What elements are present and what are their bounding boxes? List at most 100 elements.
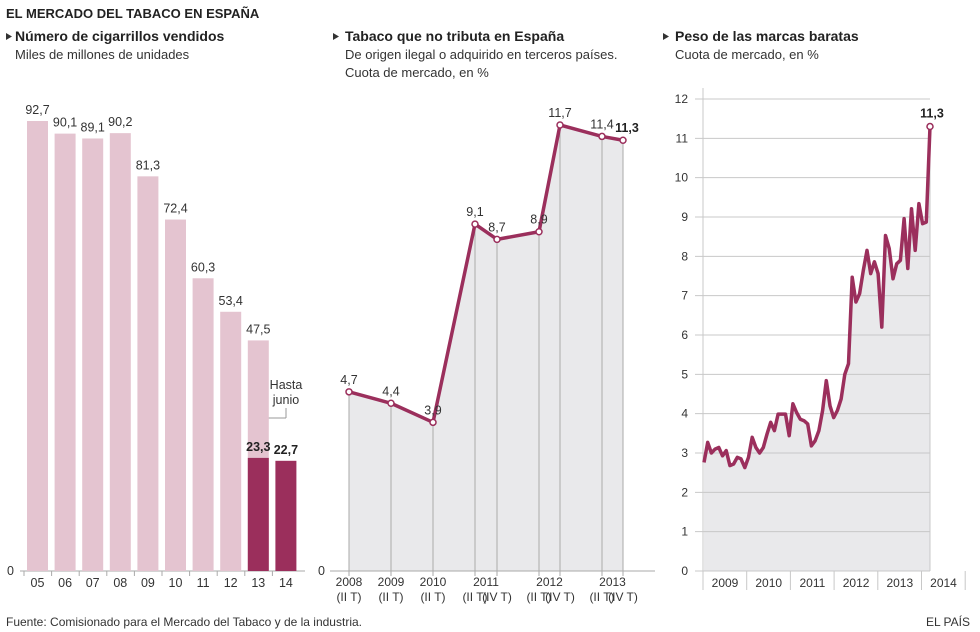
chart1-title: Número de cigarrillos vendidos [15,28,224,44]
y-tick-label: 9 [681,210,688,224]
quarter-label: (IV T) [545,590,575,604]
x-tick-label: 13 [251,576,265,590]
bar [82,138,104,572]
untaxed-tobacco-chart: Tabaco que no tributa en España De orige… [318,28,655,604]
year-label: 2010 [755,576,782,590]
point-label: 4,7 [340,373,357,387]
source-note: Fuente: Comisionado para el Mercado del … [6,615,362,629]
point-label: 11,3 [615,121,639,135]
partial-bar-label: 23,3 [246,440,270,454]
point-label: 8,7 [488,220,505,234]
data-point [493,235,501,244]
y-tick-label: 6 [681,328,688,342]
bar-label: 89,1 [81,120,105,134]
year-label: 2013 [886,576,913,590]
series-line [702,126,932,470]
bar-label: 72,4 [163,202,187,216]
bar [27,121,48,571]
data-point [387,399,395,408]
bar [109,133,131,571]
data-point [345,388,353,396]
x-tick-label: 14 [279,576,293,590]
bar [192,278,214,571]
x-tick-label: 07 [86,576,100,590]
y-tick-label: 7 [681,289,688,303]
partial-bar [275,460,297,571]
year-label: 2013 [599,575,626,589]
bar [54,133,76,572]
main-title: EL MERCADO DEL TABACO EN ESPAÑA [6,6,260,21]
x-tick-label: 10 [169,576,183,590]
bullet-icon [333,33,339,40]
quarter-label: (II T) [420,590,445,604]
data-point [535,227,543,236]
data-point [598,132,606,141]
year-label: 2010 [420,575,447,589]
chart2-title: Tabaco que no tributa en España [345,28,564,44]
chart3-subtitle: Cuota de mercado, en % [675,47,819,62]
point-label: 3,9 [424,403,441,417]
x-tick-label: 09 [141,576,155,590]
x-tick-label: 12 [224,576,238,590]
cheap-brands-chart: Peso de las marcas baratas Cuota de merc… [663,28,966,590]
point-label: 4,4 [382,384,399,398]
year-label: 2011 [473,575,499,589]
bar-label: 90,2 [108,115,132,129]
y-tick-label: 2 [681,485,688,499]
year-label: 2012 [536,575,563,589]
bar [137,176,159,571]
chart2-y-tick: 0 [318,564,325,578]
y-tick-label: 10 [675,171,689,185]
area-fill [704,126,930,571]
bar-label: 53,4 [219,294,243,308]
y-tick-label: 5 [681,367,688,381]
bar-label: 81,3 [136,158,160,172]
point-label: 11,4 [590,117,613,131]
year-label: 2014 [930,576,957,590]
y-tick-label: 8 [681,249,688,263]
data-point [471,220,479,228]
bar-label: 92,7 [25,103,49,117]
quarter-label: (IV T) [608,590,638,604]
year-label: 2011 [799,576,825,590]
bar [165,219,186,571]
last-point [926,122,934,131]
quarter-label: (IV T) [482,590,512,604]
bar [220,311,242,571]
x-tick-label: 05 [31,576,45,590]
bar-label: 90,1 [53,116,77,130]
quarter-label: (II T) [336,590,361,604]
y-tick-label: 12 [675,92,689,106]
y-tick-label: 0 [681,564,688,578]
x-tick-label: 08 [113,576,127,590]
partial-bar-label: 22,7 [274,443,298,457]
year-label: 2009 [378,575,405,589]
data-point [429,418,437,427]
annotation-line2: junio [272,393,299,407]
point-label: 11,7 [548,106,571,120]
x-tick-label: 11 [197,576,210,590]
bar-label: 47,5 [246,322,270,336]
data-point [619,136,627,144]
chart2-subtitle-1: De origen ilegal o adquirido en terceros… [345,47,617,62]
chart2-subtitle-2: Cuota de mercado, en % [345,65,489,80]
quarter-label: (II T) [462,590,487,604]
year-label: 2012 [843,576,870,590]
year-label: 2008 [336,575,363,589]
quarter-label: (II T) [378,590,403,604]
year-label: 2009 [712,576,739,590]
point-label: 9,1 [466,205,483,219]
y-tick-label: 11 [676,131,689,145]
last-point-label: 11,3 [920,107,944,121]
cigarettes-chart: Número de cigarrillos vendidos Miles de … [6,28,305,590]
partial-bar [247,457,269,571]
chart1-y-tick: 0 [7,564,14,578]
y-tick-label: 4 [681,407,688,421]
data-point [556,121,564,129]
point-label: 8,9 [530,213,547,227]
chart1-subtitle: Miles de millones de unidades [15,47,190,62]
bullet-icon [6,33,12,40]
y-tick-label: 1 [681,525,688,539]
quarter-label: (II T) [526,590,551,604]
